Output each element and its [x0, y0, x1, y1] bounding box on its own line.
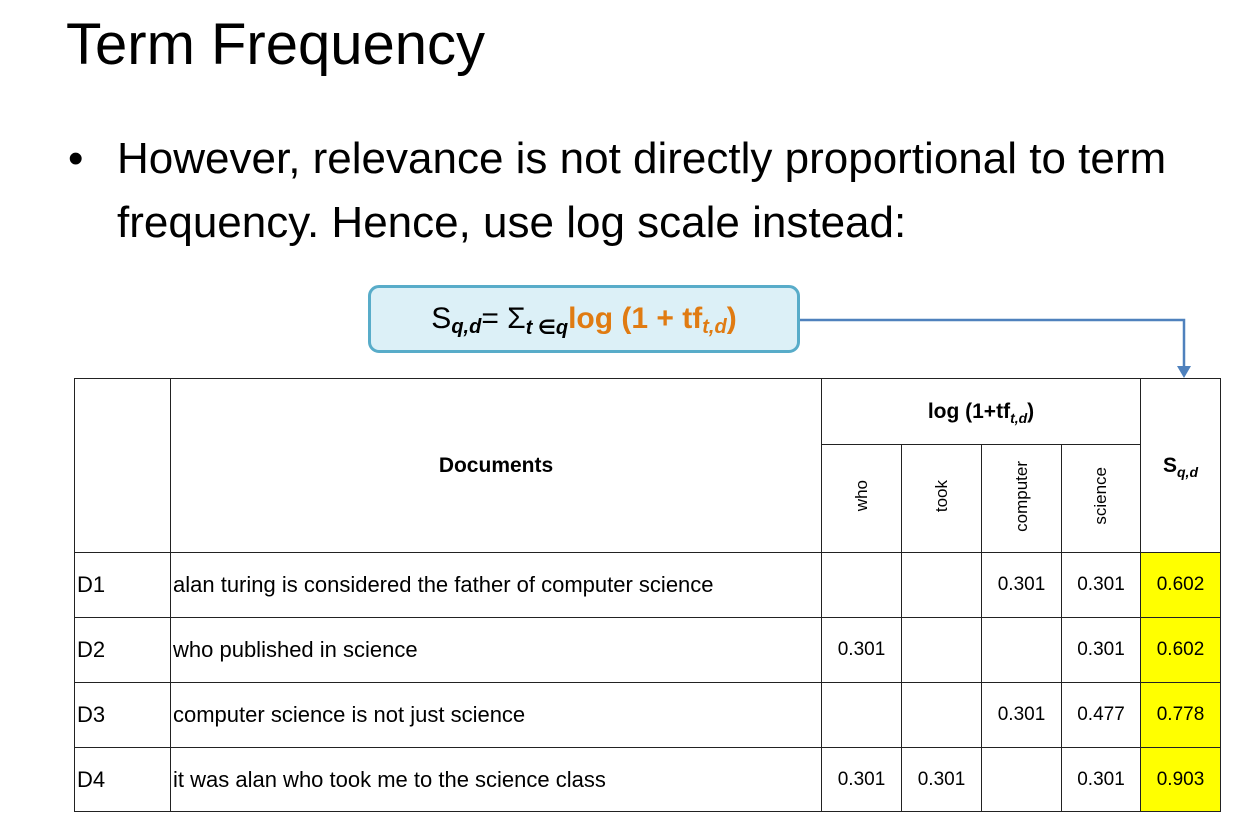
doc-text: computer science is not just science — [170, 682, 822, 748]
who-value: 0.301 — [821, 747, 902, 812]
who-value — [821, 682, 902, 748]
term-label: took — [931, 479, 951, 513]
id-header-cell — [74, 378, 171, 553]
doc-id: D4 — [74, 747, 171, 812]
term-label: computer — [1011, 460, 1031, 532]
doc-text: it was alan who took me to the science c… — [170, 747, 822, 812]
took-value — [901, 552, 982, 618]
doc-id: D1 — [74, 552, 171, 618]
formula-s-subscript: q,d — [451, 315, 482, 338]
score-header-s: S — [1162, 453, 1177, 477]
log-tf-header: log (1+tft,d) — [821, 378, 1141, 445]
header-row-terms: who took computer science — [75, 444, 1221, 553]
bullet-text: However, relevance is not directly propo… — [117, 134, 1167, 247]
formula-close-paren: ) — [726, 302, 737, 335]
who-value — [821, 552, 902, 618]
doc-text: alan turing is considered the father of … — [170, 552, 822, 618]
formula-s: S — [431, 302, 452, 335]
arrow-head-icon — [1177, 366, 1191, 378]
log-tf-close: ) — [1027, 399, 1035, 423]
term-label: science — [1091, 467, 1110, 525]
log-tf-subscript: t,d — [1010, 409, 1028, 426]
documents-header: Documents — [170, 378, 822, 553]
doc-id: D3 — [74, 682, 171, 748]
computer-value: 0.301 — [981, 682, 1062, 748]
term-header-computer: computer — [981, 444, 1062, 553]
term-header-who: who — [821, 444, 902, 553]
formula-log-term: log (1 + tf — [568, 302, 703, 335]
score-header-subscript: q,d — [1177, 463, 1198, 480]
took-value — [901, 617, 982, 683]
table-row: D2 who published in science 0.301 0.301 … — [74, 617, 1221, 683]
doc-text: who published in science — [170, 617, 822, 683]
took-value: 0.301 — [901, 747, 982, 812]
log-tf-label: log (1+tf — [927, 399, 1011, 423]
score-table: Documents log (1+tft,d) Sq,d who took co… — [74, 378, 1221, 812]
formula-equals-sum: = Σ — [481, 302, 526, 335]
table-row: D4 it was alan who took me to the scienc… — [74, 747, 1221, 812]
computer-value — [981, 747, 1062, 812]
table-row: D3 computer science is not just science … — [74, 682, 1221, 748]
score-value: 0.602 — [1140, 617, 1221, 683]
table-row: D1 alan turing is considered the father … — [74, 552, 1221, 618]
score-value: 0.602 — [1140, 552, 1221, 618]
term-label: who — [851, 480, 871, 512]
formula-tf-subscript: t,d — [702, 315, 727, 338]
score-value: 0.778 — [1140, 682, 1221, 748]
science-value: 0.477 — [1061, 682, 1141, 748]
term-header-took: took — [901, 444, 982, 553]
formula-sum-subscript: t ∈q — [525, 316, 569, 339]
science-value: 0.301 — [1061, 617, 1141, 683]
slide-title: Term Frequency — [66, 12, 486, 77]
took-value — [901, 682, 982, 748]
bullet-icon: • — [68, 134, 84, 183]
connector-line — [800, 318, 1186, 370]
who-value: 0.301 — [821, 617, 902, 683]
computer-value — [981, 617, 1062, 683]
science-value: 0.301 — [1061, 552, 1141, 618]
score-value: 0.903 — [1140, 747, 1221, 812]
doc-id: D2 — [74, 617, 171, 683]
header-row-top: Documents log (1+tft,d) Sq,d — [74, 378, 1221, 553]
term-header-science: science — [1061, 444, 1141, 553]
score-header: Sq,d — [1140, 378, 1221, 553]
computer-value: 0.301 — [981, 552, 1062, 618]
science-value: 0.301 — [1061, 747, 1141, 812]
